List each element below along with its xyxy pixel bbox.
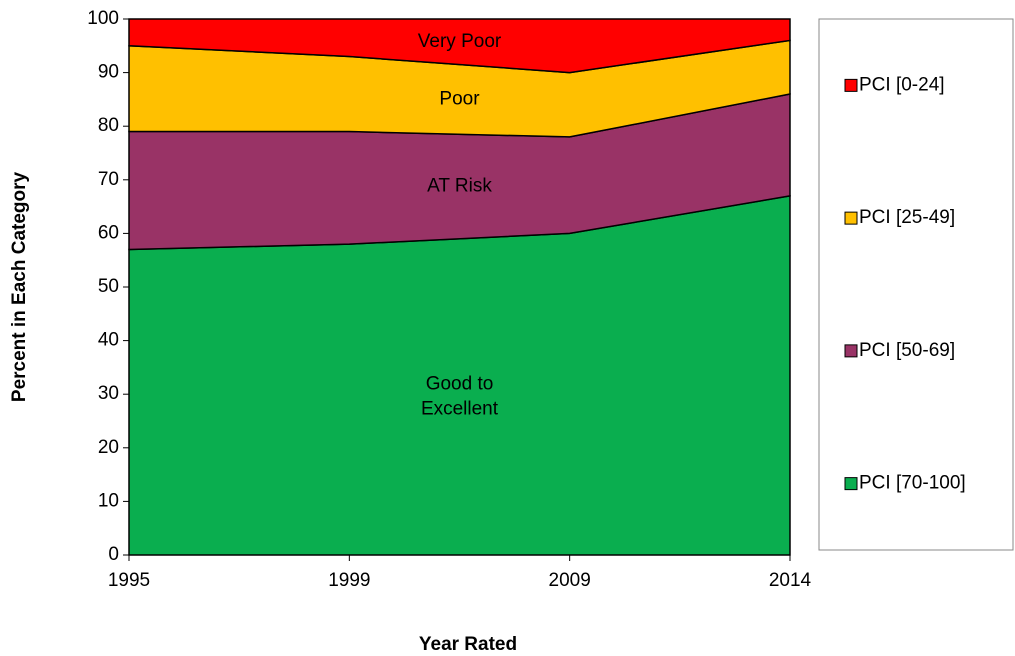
area-label: AT Risk: [427, 176, 492, 197]
x-tick-label: 1995: [108, 570, 150, 591]
legend-swatch: [844, 211, 858, 225]
legend-label: PCI [50-69]: [859, 340, 955, 361]
area-label: Good to: [426, 373, 494, 394]
legend-swatch: [844, 477, 858, 491]
legend-label: PCI [25-49]: [859, 207, 955, 228]
x-tick-label: 2009: [549, 570, 591, 591]
y-tick-label: 40: [98, 330, 119, 351]
y-tick-label: 30: [98, 383, 119, 404]
y-tick-label: 0: [108, 544, 119, 565]
x-tick-label: 2014: [769, 570, 812, 591]
y-tick-label: 20: [98, 437, 119, 458]
area-label: Poor: [439, 88, 480, 109]
legend-label: PCI [0-24]: [859, 74, 945, 95]
legend-box: [818, 18, 1014, 551]
y-tick-label: 90: [98, 62, 119, 83]
y-tick-label: 80: [98, 115, 119, 136]
y-tick-label: 60: [98, 222, 119, 243]
y-tick-label: 50: [98, 276, 119, 297]
area-label: Very Poor: [418, 31, 502, 52]
y-tick-label: 100: [87, 8, 119, 29]
y-axis-label: Percent in Each Category: [9, 171, 30, 402]
y-tick-label: 70: [98, 169, 119, 190]
y-tick-label: 10: [98, 490, 119, 511]
x-tick-label: 1999: [328, 570, 370, 591]
area: [128, 18, 791, 74]
x-axis-label: Year Rated: [419, 634, 517, 655]
legend-label: PCI [70-100]: [859, 473, 966, 494]
legend-swatch: [844, 344, 858, 358]
legend-swatch: [844, 78, 858, 92]
area-label: Excellent: [421, 398, 499, 419]
